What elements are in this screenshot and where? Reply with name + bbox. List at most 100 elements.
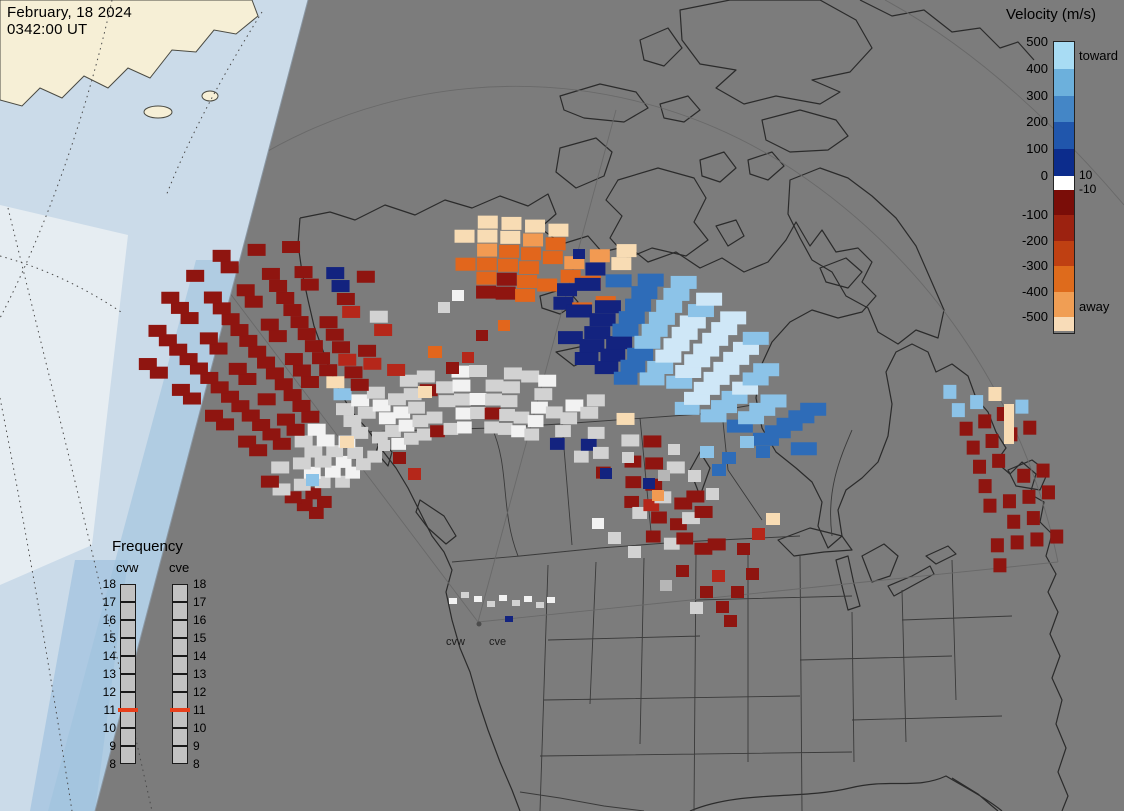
velocity-cell <box>438 302 450 313</box>
velocity-cell <box>503 367 522 380</box>
velocity-cell <box>641 323 668 337</box>
frequency-tick-label: 10 <box>193 721 207 735</box>
velocity-cell <box>158 334 177 347</box>
velocity-cell <box>628 546 641 558</box>
velocity-cell <box>297 328 316 341</box>
velocity-cell <box>454 229 475 243</box>
velocity-cell <box>676 565 689 577</box>
velocity-cell <box>711 322 738 336</box>
velocity-cell <box>651 511 667 524</box>
velocity-cell <box>760 394 787 408</box>
velocity-cell <box>186 269 205 282</box>
velocity-cell <box>1022 489 1036 504</box>
frequency-tick-label: 18 <box>102 577 116 591</box>
velocity-legend: 500 400 300 200 100 0 -100 -200 -300 -400 -500 towa… <box>990 34 1124 354</box>
velocity-cell <box>694 505 713 518</box>
frequency-column-label-cvw: cvw <box>116 560 139 575</box>
velocity-cell <box>706 488 719 500</box>
velocity-cell <box>416 370 435 383</box>
frequency-tick-label: 14 <box>102 649 116 663</box>
velocity-cell <box>600 468 612 479</box>
siberia-landmass <box>0 0 259 119</box>
velocity-cell <box>260 318 279 331</box>
velocity-cell <box>476 257 497 271</box>
arctic-islands <box>375 0 1049 545</box>
velocity-cell <box>978 414 992 429</box>
velocity-cell <box>524 428 540 441</box>
velocity-cell <box>221 313 240 326</box>
velocity-cell <box>403 388 422 401</box>
velocity-cell <box>606 336 633 350</box>
velocity-cell <box>457 421 472 434</box>
frequency-bar-cell <box>120 638 136 656</box>
velocity-cell <box>462 352 474 363</box>
velocity-legend-title: Velocity (m/s) <box>1006 6 1097 23</box>
frequency-bar-cell <box>120 710 136 728</box>
frequency-bar-cell <box>120 746 136 764</box>
velocity-cell <box>645 457 664 470</box>
velocity-cell <box>269 279 288 292</box>
velocity-cell <box>438 395 456 408</box>
velocity-cell <box>992 453 1006 468</box>
velocity-cell <box>732 341 759 355</box>
velocity-cell <box>319 364 338 377</box>
velocity-cell <box>412 415 429 428</box>
greenland-coast <box>859 0 1035 61</box>
velocity-cell <box>756 446 770 458</box>
velocity-cell <box>261 267 280 280</box>
timestamp: February, 18 2024 0342:00 UT <box>7 4 132 38</box>
frequency-bar-cell <box>120 674 136 692</box>
velocity-cell <box>369 310 388 323</box>
velocity-cell <box>517 275 538 289</box>
velocity-cell <box>675 365 702 379</box>
velocity-cell <box>347 446 364 459</box>
velocity-cell <box>351 426 369 439</box>
velocity-cell <box>332 341 351 354</box>
velocity-cell <box>469 393 487 405</box>
velocity-cell <box>1015 399 1029 414</box>
velocity-cell <box>676 532 694 545</box>
velocity-cell <box>470 407 486 419</box>
velocity-cell <box>228 362 247 375</box>
velocity-cell <box>521 247 542 261</box>
velocity-cell <box>720 311 747 325</box>
velocity-cell <box>284 353 303 366</box>
velocity-cell <box>716 601 729 613</box>
velocity-cell <box>312 352 331 365</box>
velocity-cell <box>236 284 255 297</box>
velocity-cell <box>283 304 302 317</box>
velocity-cell <box>443 422 459 435</box>
velocity-cell <box>306 474 319 486</box>
velocity-cell <box>579 339 605 353</box>
frequency-tick-label: 18 <box>193 577 207 591</box>
frequency-bar-cell <box>172 728 188 746</box>
velocity-cell <box>300 375 319 388</box>
velocity-cell <box>388 393 406 406</box>
velocity-cell <box>357 406 376 419</box>
velocity-cell <box>500 395 518 408</box>
colorbar-segment <box>1054 317 1074 331</box>
velocity-cell <box>209 342 228 355</box>
frequency-tick-label: 17 <box>193 595 207 609</box>
velocity-cell <box>485 379 504 392</box>
velocity-cell <box>712 570 725 582</box>
velocity-cell <box>351 394 370 407</box>
velocity-cell <box>385 425 401 438</box>
velocity-cell <box>301 410 320 423</box>
velocity-cell <box>408 468 421 480</box>
velocity-cell <box>241 409 260 422</box>
velocity-cell <box>476 330 488 341</box>
velocity-cell <box>436 381 454 394</box>
radar-site-dot <box>476 621 482 627</box>
velocity-cell <box>1050 529 1064 544</box>
velocity-cell <box>199 332 218 345</box>
velocity-cell <box>485 393 502 406</box>
velocity-cell <box>265 367 284 380</box>
velocity-cell <box>586 394 605 407</box>
velocity-cell <box>342 305 361 318</box>
velocity-cell <box>205 409 224 422</box>
frequency-bar-cell <box>120 620 136 638</box>
velocity-tick-label: 400 <box>1026 60 1048 76</box>
velocity-cell <box>655 349 682 363</box>
velocity-cell <box>338 353 357 366</box>
